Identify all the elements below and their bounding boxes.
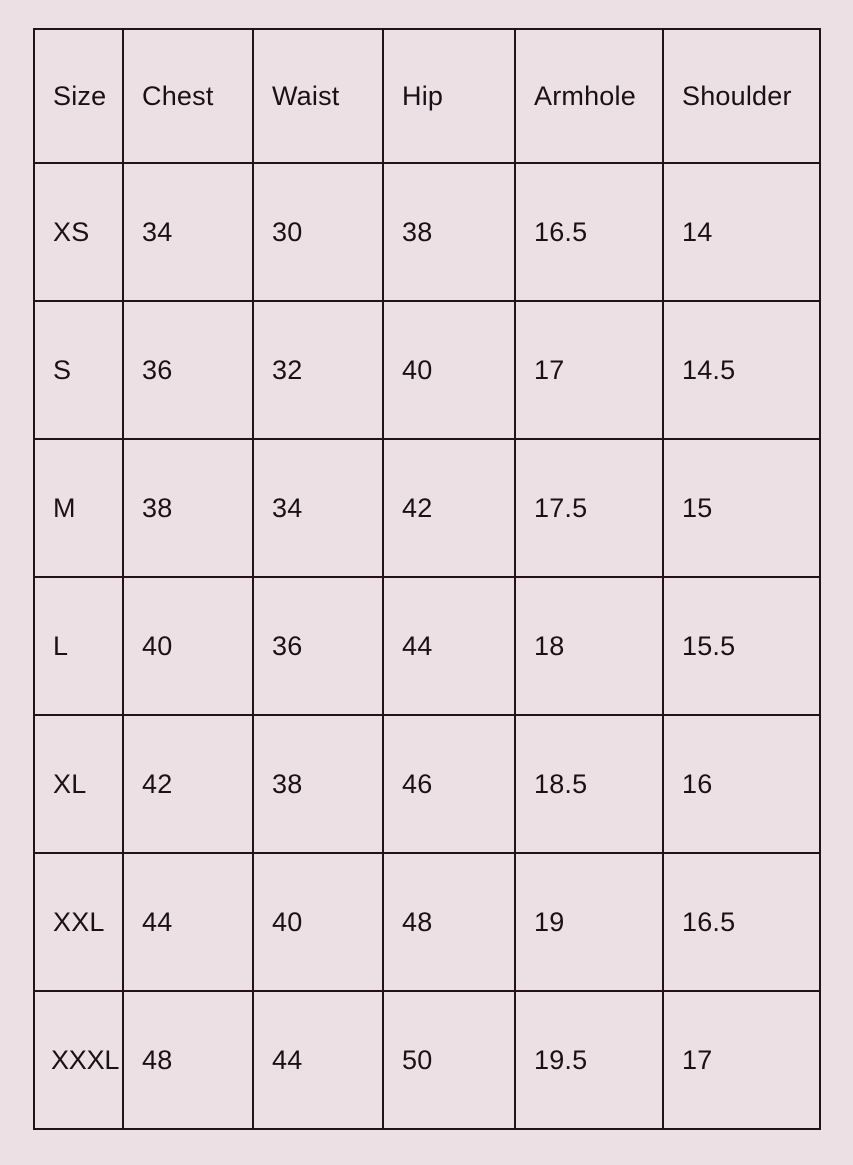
cell-hip: 50 [382, 990, 516, 1130]
cell-shoulder: 16 [662, 714, 821, 854]
cell-chest: 48 [122, 990, 254, 1130]
column-header-waist: Waist [252, 28, 384, 164]
table-row: XS 34 30 38 16.5 14 [33, 162, 821, 302]
cell-hip: 38 [382, 162, 516, 302]
cell-waist: 34 [252, 438, 384, 578]
cell-armhole: 16.5 [514, 162, 664, 302]
cell-shoulder: 15 [662, 438, 821, 578]
cell-waist: 38 [252, 714, 384, 854]
cell-shoulder: 17 [662, 990, 821, 1130]
column-header-hip: Hip [382, 28, 516, 164]
cell-shoulder: 14 [662, 162, 821, 302]
cell-armhole: 19 [514, 852, 664, 992]
cell-chest: 44 [122, 852, 254, 992]
size-chart-container: Size Chest Waist Hip Armhole Shoulder XS… [33, 28, 821, 1130]
cell-shoulder: 14.5 [662, 300, 821, 440]
column-header-chest: Chest [122, 28, 254, 164]
cell-size: M [33, 438, 124, 578]
cell-chest: 38 [122, 438, 254, 578]
cell-hip: 46 [382, 714, 516, 854]
table-row: XXXL 48 44 50 19.5 17 [33, 990, 821, 1130]
size-chart-table: Size Chest Waist Hip Armhole Shoulder XS… [33, 28, 821, 1130]
column-header-shoulder: Shoulder [662, 28, 821, 164]
table-row: XL 42 38 46 18.5 16 [33, 714, 821, 854]
table-row: S 36 32 40 17 14.5 [33, 300, 821, 440]
cell-armhole: 17.5 [514, 438, 664, 578]
cell-size: XL [33, 714, 124, 854]
cell-waist: 36 [252, 576, 384, 716]
cell-hip: 40 [382, 300, 516, 440]
cell-shoulder: 15.5 [662, 576, 821, 716]
cell-waist: 44 [252, 990, 384, 1130]
table-row: M 38 34 42 17.5 15 [33, 438, 821, 578]
cell-armhole: 18 [514, 576, 664, 716]
cell-waist: 30 [252, 162, 384, 302]
cell-size: XXL [33, 852, 124, 992]
cell-shoulder: 16.5 [662, 852, 821, 992]
cell-hip: 44 [382, 576, 516, 716]
cell-chest: 36 [122, 300, 254, 440]
cell-size: XXXL [33, 990, 124, 1130]
cell-waist: 40 [252, 852, 384, 992]
cell-chest: 34 [122, 162, 254, 302]
cell-waist: 32 [252, 300, 384, 440]
cell-hip: 42 [382, 438, 516, 578]
column-header-size: Size [33, 28, 124, 164]
cell-size: XS [33, 162, 124, 302]
cell-chest: 40 [122, 576, 254, 716]
column-header-armhole: Armhole [514, 28, 664, 164]
cell-armhole: 18.5 [514, 714, 664, 854]
table-row: L 40 36 44 18 15.5 [33, 576, 821, 716]
cell-size: S [33, 300, 124, 440]
cell-hip: 48 [382, 852, 516, 992]
table-header-row: Size Chest Waist Hip Armhole Shoulder [33, 28, 821, 164]
cell-size: L [33, 576, 124, 716]
table-row: XXL 44 40 48 19 16.5 [33, 852, 821, 992]
cell-armhole: 19.5 [514, 990, 664, 1130]
cell-armhole: 17 [514, 300, 664, 440]
cell-chest: 42 [122, 714, 254, 854]
